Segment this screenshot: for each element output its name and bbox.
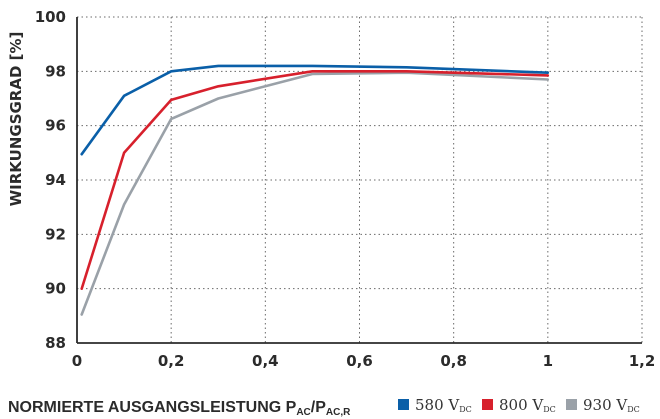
axes xyxy=(76,17,642,344)
x-axis-title-main: NORMIERTE AUSGANGSLEISTUNG P xyxy=(8,399,297,416)
series-line-580v xyxy=(80,64,550,156)
series-lines xyxy=(80,64,550,316)
y-tick-label: 98 xyxy=(45,62,66,80)
legend-label: 800 VDC xyxy=(499,396,556,414)
legend-label-sub: DC xyxy=(543,405,556,414)
x-tick-label: 1,2 xyxy=(629,352,656,370)
series-line-930v xyxy=(80,71,550,316)
x-tick-label: 0,6 xyxy=(346,352,373,370)
x-tick-label: 0,2 xyxy=(158,352,185,370)
legend-label-main: 930 V xyxy=(583,396,628,414)
legend-label-sub: DC xyxy=(459,405,472,414)
y-axis-title: WIRKUNGSGRAD [%] xyxy=(7,32,25,207)
x-tick-label: 0,8 xyxy=(440,352,467,370)
y-tick-label: 90 xyxy=(45,280,66,298)
y-tick-label: 96 xyxy=(45,117,66,135)
legend-label-main: 800 V xyxy=(499,396,544,414)
y-tick-label: 94 xyxy=(45,171,66,189)
tick-labels: 88 90 92 94 96 98 100 0 0,2 0,4 0,6 0,8 1 1,2 xyxy=(35,8,656,370)
x-tick-label: 0 xyxy=(72,352,82,370)
x-axis-title-sep: /P xyxy=(311,399,326,416)
legend: 580 VDC 800 VDC 930 VDC xyxy=(398,396,640,414)
legend-swatch xyxy=(398,399,409,410)
x-tick-label: 1 xyxy=(543,352,553,370)
y-tick-label: 88 xyxy=(45,334,66,352)
x-tick-label: 0,4 xyxy=(252,352,279,370)
legend-swatch xyxy=(566,399,577,410)
y-tick-label: 92 xyxy=(45,225,66,243)
x-axis-title-sub2: AC,R xyxy=(326,407,351,418)
legend-label-sub: DC xyxy=(627,405,640,414)
y-tick-label: 100 xyxy=(35,8,66,26)
x-axis-title: NORMIERTE AUSGANGSLEISTUNG PAC/PAC,R xyxy=(8,399,351,418)
x-axis-title-sub1: AC xyxy=(296,407,310,418)
legend-label: 580 VDC xyxy=(415,396,472,414)
legend-label: 930 VDC xyxy=(583,396,640,414)
legend-label-main: 580 V xyxy=(415,396,460,414)
series-line-800v xyxy=(80,70,550,291)
grid-lines xyxy=(77,16,643,343)
legend-swatch xyxy=(482,399,493,410)
